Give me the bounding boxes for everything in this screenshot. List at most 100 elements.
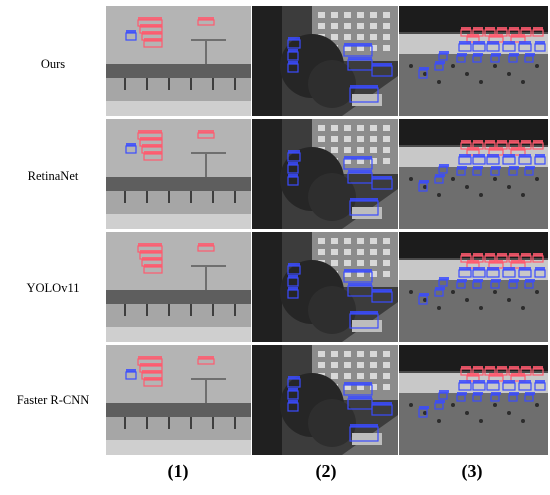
car-box-tag xyxy=(473,279,483,282)
infrared-detection-image xyxy=(106,119,251,229)
person-box-tag xyxy=(144,151,162,154)
car-box-tag xyxy=(344,382,372,385)
car-box-tag xyxy=(435,61,445,64)
person-box-tag xyxy=(140,250,162,253)
person-box-tag xyxy=(533,253,543,256)
car-box-tag xyxy=(459,41,471,44)
column-label-2: (2) xyxy=(315,461,337,481)
infrared-detection-image xyxy=(252,119,398,229)
car-box-tag xyxy=(419,406,429,409)
panel-retinanet-1 xyxy=(106,119,251,229)
car-box-tag xyxy=(288,400,298,403)
car-box-tag xyxy=(503,154,515,157)
car-box-tag xyxy=(439,164,449,167)
row-label-retinanet: RetinaNet xyxy=(27,169,79,183)
car-box-tag xyxy=(419,180,429,183)
person-box-tag xyxy=(511,34,525,37)
car-box-tag xyxy=(435,287,445,290)
person-box-tag xyxy=(144,38,162,41)
person-box-tag xyxy=(509,366,519,369)
car-box-tag xyxy=(288,388,298,391)
person-box-tag xyxy=(509,27,519,30)
person-box-tag xyxy=(497,253,507,256)
infrared-detection-image xyxy=(399,6,548,116)
person-box-tag xyxy=(485,253,495,256)
car-box-tag xyxy=(288,287,298,290)
person-box-tag xyxy=(511,260,525,263)
infrared-detection-image xyxy=(252,6,398,116)
car-box-tag xyxy=(348,170,372,173)
row-label-yolov11: YOLOv11 xyxy=(26,281,80,295)
person-box-tag xyxy=(467,147,479,150)
person-box-tag xyxy=(198,356,214,359)
panel-yolov11-1 xyxy=(106,232,251,342)
car-box-tag xyxy=(525,53,535,56)
car-box-tag xyxy=(473,267,485,270)
person-box-tag xyxy=(467,34,479,37)
car-box-tag xyxy=(487,154,499,157)
person-box-tag xyxy=(467,373,479,376)
car-box-tag xyxy=(487,41,499,44)
person-box-tag xyxy=(467,260,479,263)
person-box-tag xyxy=(533,27,543,30)
car-box-tag xyxy=(459,154,471,157)
car-box-tag xyxy=(473,380,485,383)
person-box-tag xyxy=(198,243,214,246)
person-box-tag xyxy=(533,140,543,143)
car-box-tag xyxy=(439,390,449,393)
car-box-tag xyxy=(525,279,535,282)
car-box-tag xyxy=(372,289,392,292)
car-box-tag xyxy=(344,156,372,159)
car-box-tag xyxy=(350,85,378,88)
row-label-ours: Ours xyxy=(40,57,66,71)
person-box-tag xyxy=(461,27,471,30)
car-box-tag xyxy=(372,63,392,66)
car-box-tag xyxy=(457,166,467,169)
car-box-tag xyxy=(348,283,372,286)
person-box-tag xyxy=(144,377,162,380)
person-box-tag xyxy=(489,260,503,263)
person-box-tag xyxy=(473,27,483,30)
car-box-tag xyxy=(344,269,372,272)
person-box-tag xyxy=(138,356,162,359)
person-box-tag xyxy=(142,257,162,260)
panel-faster-rcnn-2 xyxy=(252,345,398,455)
person-box-tag xyxy=(489,34,503,37)
person-box-tag xyxy=(142,144,162,147)
row-label-faster-rcnn: Faster R-CNN xyxy=(16,393,90,407)
car-box-tag xyxy=(435,400,445,403)
person-box-tag xyxy=(521,366,531,369)
person-box-tag xyxy=(521,27,531,30)
car-box-tag xyxy=(288,263,300,266)
panel-retinanet-3 xyxy=(399,119,548,229)
car-box-tag xyxy=(372,176,392,179)
car-box-tag xyxy=(288,162,298,165)
car-box-tag xyxy=(419,293,429,296)
car-box-tag xyxy=(535,380,545,383)
column-label-1: (1) xyxy=(167,461,189,481)
car-box-tag xyxy=(439,277,449,280)
panel-yolov11-2 xyxy=(252,232,398,342)
car-box-tag xyxy=(439,51,449,54)
person-box-tag xyxy=(142,370,162,373)
car-box-tag xyxy=(509,279,519,282)
person-box-tag xyxy=(140,137,162,140)
car-box-tag xyxy=(519,380,531,383)
detection-image-grid xyxy=(106,6,548,455)
car-box-tag xyxy=(288,174,298,177)
person-box-tag xyxy=(509,253,519,256)
person-box-tag xyxy=(461,366,471,369)
person-box-tag xyxy=(461,140,471,143)
person-box-tag xyxy=(511,147,525,150)
car-box-tag xyxy=(459,267,471,270)
car-box-tag xyxy=(473,154,485,157)
car-box-tag xyxy=(348,396,372,399)
car-box-tag xyxy=(535,41,545,44)
person-box-tag xyxy=(142,31,162,34)
panel-ours-1 xyxy=(106,6,251,116)
car-box-tag xyxy=(288,150,300,153)
car-box-tag xyxy=(509,392,519,395)
infrared-detection-image xyxy=(106,6,251,116)
car-box-tag xyxy=(487,267,499,270)
person-box-tag xyxy=(489,373,503,376)
